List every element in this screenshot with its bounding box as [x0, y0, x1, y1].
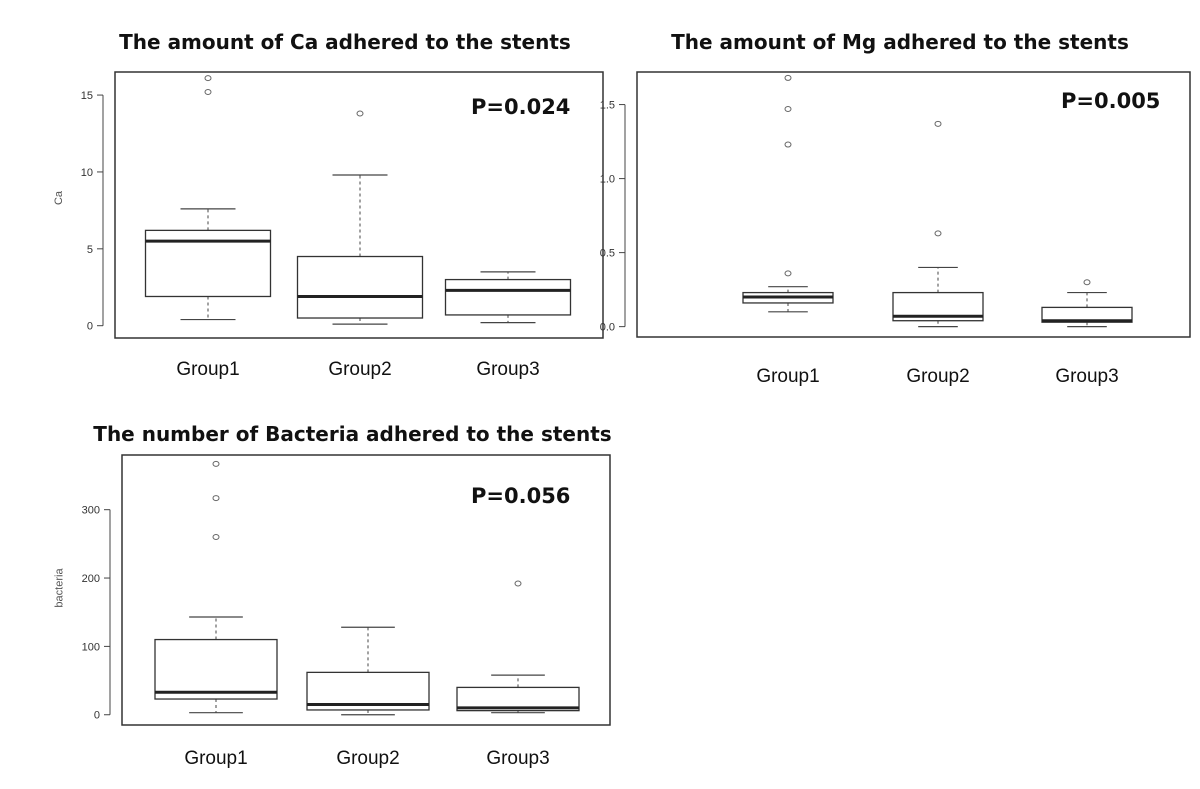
iqr-box: [296, 255, 424, 319]
box-group3: [456, 580, 580, 714]
ca-boxplot-panel: The amount of Ca adhered to the stents C…: [0, 0, 620, 395]
mg-boxplot-panel: The amount of Mg adhered to the stents 0…: [600, 0, 1200, 400]
box-group2: [306, 626, 430, 716]
x-category-label: Group3: [476, 359, 539, 380]
box-group1: [742, 74, 834, 313]
y-tick-label: 10: [81, 167, 93, 179]
box-group3: [444, 271, 572, 324]
outlier-point: [784, 270, 792, 277]
box-group3: [1041, 279, 1133, 328]
outlier-point: [212, 460, 220, 467]
bacteria-boxplot-panel: The number of Bacteria adhered to the st…: [0, 410, 620, 789]
x-category-label: Group2: [336, 748, 399, 769]
bacteria-boxplot: 0 100 200 300 Group1 Group2 Group3: [82, 454, 611, 769]
outlier-point: [212, 495, 220, 502]
y-tick-label: 300: [82, 505, 100, 517]
outlier-point: [784, 141, 792, 148]
box-group1: [154, 460, 278, 714]
box-group1: [144, 75, 272, 321]
mg-boxplot: 0.0 0.5 1.0 1.5 Group1 Group2 Group3: [600, 71, 1191, 387]
outlier-point: [212, 534, 220, 541]
x-category-label: Group3: [486, 748, 549, 769]
plot-frame: [114, 71, 604, 339]
box-group2: [892, 120, 984, 328]
x-category-label: Group1: [176, 359, 239, 380]
x-category-label: Group2: [328, 359, 391, 380]
p-value-annotation: P=0.056: [471, 484, 571, 508]
y-tick-label: 15: [81, 90, 93, 102]
outlier-point: [934, 120, 942, 127]
outlier-point: [1083, 279, 1091, 286]
p-value-annotation: P=0.005: [1061, 89, 1161, 113]
x-category-label: Group1: [184, 748, 247, 769]
y-tick-label: 200: [82, 573, 100, 585]
outlier-point: [514, 580, 522, 587]
outlier-point: [934, 230, 942, 237]
x-category-label: Group1: [756, 366, 819, 387]
x-category-label: Group2: [906, 366, 969, 387]
y-tick-label: 5: [87, 244, 93, 256]
outlier-point: [784, 106, 792, 113]
y-tick-label: 0: [87, 321, 93, 333]
y-tick-label: 0.5: [600, 248, 615, 260]
outlier-point: [356, 110, 364, 117]
chart-title: The amount of Mg adhered to the stents: [671, 30, 1129, 54]
chart-title: The number of Bacteria adhered to the st…: [93, 422, 612, 446]
ca-boxplot: 0 5 10 15 Group1 Group2 Group3: [81, 71, 604, 380]
outlier-point: [784, 74, 792, 81]
y-tick-label: 0.0: [600, 322, 615, 334]
plot-frame: [121, 454, 611, 726]
outlier-point: [204, 88, 212, 95]
p-value-annotation: P=0.024: [471, 95, 571, 119]
iqr-box: [444, 278, 572, 316]
x-category-label: Group3: [1055, 366, 1118, 387]
iqr-box: [456, 686, 580, 712]
iqr-box: [154, 638, 278, 700]
y-tick-label: 1.5: [600, 100, 615, 112]
y-tick-label: 1.0: [600, 174, 615, 186]
box-group2: [296, 110, 424, 325]
y-tick-label: 100: [82, 641, 100, 653]
y-tick-label: 0: [94, 710, 100, 722]
outlier-point: [204, 75, 212, 82]
chart-title: The amount of Ca adhered to the stents: [119, 30, 571, 54]
plot-frame: [636, 71, 1191, 338]
